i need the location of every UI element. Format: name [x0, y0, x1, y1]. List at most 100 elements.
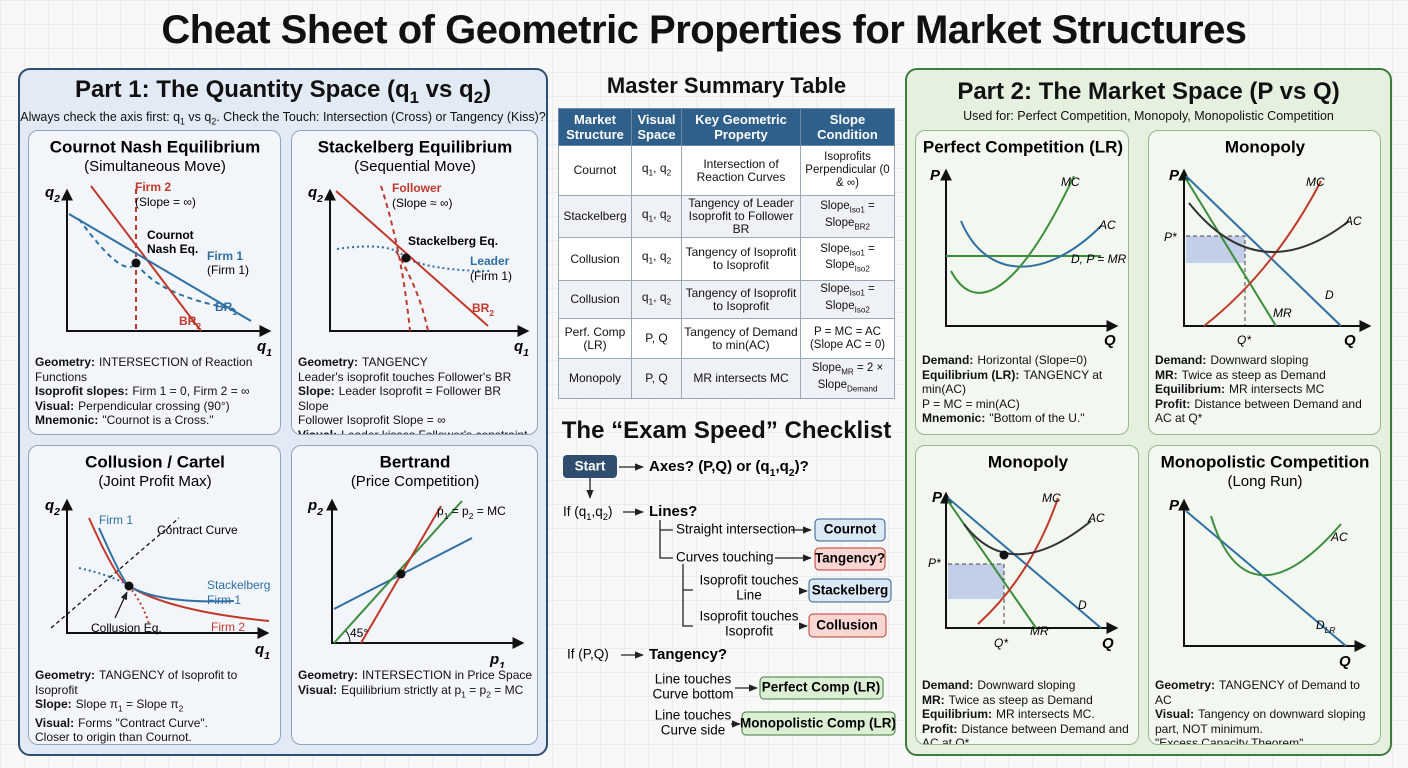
table-row: Collusion q1, q2 Tangency of Isoprofit to … — [558, 237, 895, 281]
question: Axes? (P,Q) or (q1,q2)? — [649, 458, 809, 479]
text-part: Axes? (P,Q) or (q — [649, 458, 770, 475]
y-axis-label: q2 — [308, 184, 323, 205]
subscript: 1 — [499, 660, 505, 668]
table-cell: SlopeIso1 = SlopeIso2 — [800, 237, 895, 281]
part-title: Part 1: The Quantity Space (q1 vs q2) — [20, 76, 546, 108]
subscript: Iso2 — [854, 264, 870, 274]
subscript: 2 — [469, 511, 474, 521]
notes: Demand: Downward sloping MR: Twice as steep… — [1155, 353, 1376, 426]
note-label: MR: — [922, 692, 945, 707]
note-label: Geometry: — [298, 668, 359, 682]
graph: Collusion / Cartel (Joint Profit Max) q2… — [45, 452, 270, 661]
subscript: Iso2 — [854, 304, 870, 314]
x-axis-label: Q — [1104, 332, 1116, 349]
summary-table: Market Structure Visual Space Key Geometri… — [558, 108, 895, 399]
note-label: Profit: — [1155, 396, 1191, 411]
note-text: TANGENCY of Demand to AC — [1155, 678, 1360, 707]
label: (Firm 1) — [470, 269, 512, 283]
graph: Cournot Nash Equilibrium (Simultaneous M… — [45, 137, 272, 356]
part-subtitle: Always check the axis first: q1 vs q2. C… — [20, 110, 546, 127]
text-part: q — [641, 289, 649, 304]
y-axis-label: P — [932, 489, 943, 506]
note-label: Profit: — [922, 721, 958, 736]
panel-subtitle: (Long Run) — [1227, 473, 1302, 490]
subscript: 1 — [648, 255, 654, 266]
header-cell: Market Structure — [558, 108, 632, 146]
text-part: , q — [653, 289, 667, 304]
note: Visual: Equilibrium strictly at p1 = p2 =… — [298, 683, 533, 702]
y-axis-label: q2 — [45, 184, 60, 205]
question: Tangency? — [649, 646, 727, 663]
subscript: 1 — [586, 512, 591, 523]
table-row: Collusion q1, q2 Tangency of Isoprofit to … — [558, 280, 895, 319]
note-text: INTERSECTION in Price Space — [362, 668, 533, 682]
subscript: 2 — [789, 467, 795, 479]
ac-curve — [1188, 202, 1350, 253]
connector — [659, 520, 693, 627]
collusion-panel: Collusion / Cartel (Joint Profit Max) q2… — [28, 445, 281, 745]
table-cell: Tangency of Isoprofit to Isoprofit — [681, 237, 801, 281]
axes — [324, 188, 530, 337]
result-box — [741, 711, 896, 736]
text-part: D — [1316, 618, 1325, 632]
note: Leader's isoprofit touches Follower's BR — [298, 370, 533, 385]
ac-curve — [1210, 515, 1342, 577]
panel-subtitle: (Price Competition) — [351, 473, 479, 490]
branch-label: If (P,Q) — [567, 647, 609, 662]
subscript: Iso1 — [849, 205, 865, 215]
graph: Stackelberg Equilibrium (Sequential Move… — [308, 137, 530, 356]
subscript: 2 — [473, 87, 484, 107]
isoprofit — [395, 250, 429, 332]
bertrand-panel: Bertrand (Price Competition) p2 p1 p1 = … — [291, 445, 538, 745]
note: Slope: Leader Isoprofit = Follower BR Slo… — [298, 384, 533, 413]
label: Firm 1 — [99, 513, 133, 527]
label: AC — [1098, 218, 1116, 232]
table-cell: Tangency of Demand to min(AC) — [681, 318, 801, 359]
table-cell: Collusion — [558, 237, 632, 281]
result: Cournot — [824, 522, 877, 537]
label: Collusion Eq. — [91, 621, 162, 635]
note-text: Twice as steep as Demand — [948, 692, 1093, 707]
subscript: 1 — [444, 511, 449, 521]
subscript: 1 — [648, 167, 654, 178]
part-title: Part 2: The Market Space (P vs Q) — [957, 78, 1340, 105]
branch-text: Curves touching — [676, 550, 774, 565]
text-part: p — [307, 497, 317, 514]
note-text: Closer to origin than Cournot. — [35, 730, 192, 745]
note: Profit: Distance between Demand and AC at… — [922, 721, 1134, 745]
text-part: = Slope — [825, 283, 875, 312]
subscript: 1 — [180, 116, 185, 127]
branch-text: Line — [736, 588, 762, 603]
note-text: P = MC = min(AC) — [922, 396, 1020, 411]
note-text: Perpendicular crossing (90°) — [78, 398, 230, 413]
note-label: Visual: — [35, 715, 75, 730]
x-axis-label: q1 — [257, 338, 272, 356]
subscript: LR — [1325, 625, 1336, 635]
label: Stackelberg — [207, 578, 270, 592]
note: Mnemonic: "Cournot is a Cross." — [35, 413, 276, 428]
result-box — [808, 613, 887, 638]
result: Tangency? — [815, 551, 885, 566]
branch-text: Straight intersection — [676, 522, 795, 537]
note-label: Mnemonic: — [35, 413, 99, 427]
note-text: Leader Isoprofit = Follower BR Slope — [298, 384, 502, 413]
y-axis-label: P — [1169, 167, 1180, 184]
label: BR1 — [215, 300, 237, 317]
text-part: Slope π — [75, 697, 118, 711]
text-part: BR — [215, 300, 233, 314]
note-text: Leader's isoprofit touches Follower's BR — [298, 369, 512, 384]
isoprofit — [380, 185, 411, 332]
monopoly-panel: Monopoly P Q P* MC AC D MR Q* Demand: Dow… — [915, 445, 1139, 745]
header-row: Market Structure Visual Space Key Geometri… — [558, 108, 895, 146]
note-text: TANGENCY of Isoprofit to Isoprofit — [35, 668, 238, 697]
subscript: 1 — [523, 347, 529, 356]
checklist: Start Axes? (P,Q) or (q1,q2)? If (q1,q2)… — [563, 455, 896, 738]
table-cell: P = MC = AC (Slope AC = 0) — [800, 318, 895, 359]
label: MC — [1306, 175, 1325, 189]
table-cell: Isoprofits Perpendicular (0 & ∞) — [800, 145, 895, 196]
note: Geometry: INTERSECTION of Reaction Functi… — [35, 355, 276, 384]
note-label: Slope: — [35, 697, 72, 711]
checklist-title: The “Exam Speed” Checklist — [561, 417, 892, 444]
result: Stackelberg — [812, 583, 889, 598]
text-part: = 2 × Slope — [817, 362, 884, 391]
